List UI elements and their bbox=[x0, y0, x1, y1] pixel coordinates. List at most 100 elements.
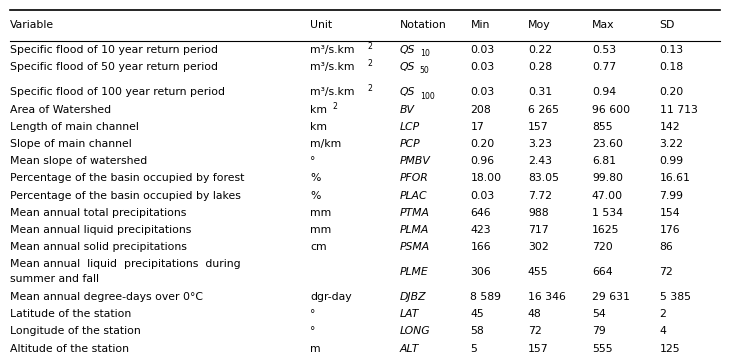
Text: dgr-day: dgr-day bbox=[310, 292, 352, 302]
Text: 555: 555 bbox=[592, 344, 612, 352]
Text: 3.22: 3.22 bbox=[659, 139, 683, 149]
Text: 154: 154 bbox=[659, 208, 680, 218]
Text: 0.77: 0.77 bbox=[592, 62, 616, 72]
Text: Altitude of the station: Altitude of the station bbox=[10, 344, 129, 352]
Text: 23.60: 23.60 bbox=[592, 139, 623, 149]
Text: 0.03: 0.03 bbox=[470, 191, 495, 201]
Text: 646: 646 bbox=[470, 208, 491, 218]
Text: 100: 100 bbox=[420, 92, 434, 101]
Text: 2.43: 2.43 bbox=[528, 156, 552, 166]
Text: m³/s.km: m³/s.km bbox=[310, 45, 355, 55]
Text: Unit: Unit bbox=[310, 20, 333, 30]
Text: PLMA: PLMA bbox=[400, 225, 429, 235]
Text: Slope of main channel: Slope of main channel bbox=[10, 139, 132, 149]
Text: 7.72: 7.72 bbox=[528, 191, 552, 201]
Text: 3.23: 3.23 bbox=[528, 139, 552, 149]
Text: PSMA: PSMA bbox=[400, 242, 430, 252]
Text: 423: 423 bbox=[470, 225, 491, 235]
Text: Moy: Moy bbox=[528, 20, 550, 30]
Text: mm: mm bbox=[310, 225, 331, 235]
Text: 0.03: 0.03 bbox=[470, 62, 495, 72]
Text: summer and fall: summer and fall bbox=[10, 274, 99, 284]
Text: Notation: Notation bbox=[400, 20, 447, 30]
Text: 0.03: 0.03 bbox=[470, 45, 495, 55]
Text: °: ° bbox=[310, 156, 316, 166]
Text: 2: 2 bbox=[368, 59, 372, 68]
Text: °: ° bbox=[310, 326, 316, 337]
Text: 58: 58 bbox=[470, 326, 484, 337]
Text: %: % bbox=[310, 191, 320, 201]
Text: km: km bbox=[310, 122, 328, 132]
Text: %: % bbox=[310, 174, 320, 183]
Text: m³/s.km: m³/s.km bbox=[310, 87, 355, 98]
Text: 0.03: 0.03 bbox=[470, 87, 495, 98]
Text: 72: 72 bbox=[528, 326, 542, 337]
Text: PMBV: PMBV bbox=[400, 156, 431, 166]
Text: BV: BV bbox=[400, 105, 415, 115]
Text: 79: 79 bbox=[592, 326, 606, 337]
Text: Length of main channel: Length of main channel bbox=[10, 122, 139, 132]
Text: °: ° bbox=[310, 309, 316, 319]
Text: km: km bbox=[310, 105, 328, 115]
Text: 1 534: 1 534 bbox=[592, 208, 623, 218]
Text: 1625: 1625 bbox=[592, 225, 619, 235]
Text: 6.81: 6.81 bbox=[592, 156, 616, 166]
Text: 166: 166 bbox=[470, 242, 491, 252]
Text: 5: 5 bbox=[470, 344, 477, 352]
Text: 83.05: 83.05 bbox=[528, 174, 559, 183]
Text: 176: 176 bbox=[659, 225, 680, 235]
Text: PTMA: PTMA bbox=[400, 208, 430, 218]
Text: Area of Watershed: Area of Watershed bbox=[10, 105, 111, 115]
Text: Specific flood of 50 year return period: Specific flood of 50 year return period bbox=[10, 62, 218, 72]
Text: Percentage of the basin occupied by forest: Percentage of the basin occupied by fore… bbox=[10, 174, 245, 183]
Text: 47.00: 47.00 bbox=[592, 191, 623, 201]
Text: Latitude of the station: Latitude of the station bbox=[10, 309, 131, 319]
Text: 10: 10 bbox=[420, 49, 429, 58]
Text: 6 265: 6 265 bbox=[528, 105, 559, 115]
Text: Mean slope of watershed: Mean slope of watershed bbox=[10, 156, 147, 166]
Text: 5 385: 5 385 bbox=[659, 292, 691, 302]
Text: 11 713: 11 713 bbox=[659, 105, 697, 115]
Text: 0.20: 0.20 bbox=[470, 139, 495, 149]
Text: Mean annual solid precipitations: Mean annual solid precipitations bbox=[10, 242, 187, 252]
Text: 0.96: 0.96 bbox=[470, 156, 494, 166]
Text: 17: 17 bbox=[470, 122, 484, 132]
Text: LCP: LCP bbox=[400, 122, 420, 132]
Text: cm: cm bbox=[310, 242, 327, 252]
Text: 96 600: 96 600 bbox=[592, 105, 630, 115]
Text: 7.99: 7.99 bbox=[659, 191, 683, 201]
Text: m: m bbox=[310, 344, 321, 352]
Text: 4: 4 bbox=[659, 326, 666, 337]
Text: QS: QS bbox=[400, 87, 415, 98]
Text: 48: 48 bbox=[528, 309, 542, 319]
Text: PFOR: PFOR bbox=[400, 174, 429, 183]
Text: 0.18: 0.18 bbox=[659, 62, 684, 72]
Text: 0.94: 0.94 bbox=[592, 87, 616, 98]
Text: 18.00: 18.00 bbox=[470, 174, 502, 183]
Text: 2: 2 bbox=[332, 102, 337, 111]
Text: 855: 855 bbox=[592, 122, 612, 132]
Text: ALT: ALT bbox=[400, 344, 419, 352]
Text: mm: mm bbox=[310, 208, 331, 218]
Text: 45: 45 bbox=[470, 309, 484, 319]
Text: Min: Min bbox=[470, 20, 490, 30]
Text: 0.20: 0.20 bbox=[659, 87, 684, 98]
Text: Mean annual degree-days over 0°C: Mean annual degree-days over 0°C bbox=[10, 292, 203, 302]
Text: 125: 125 bbox=[659, 344, 680, 352]
Text: 16.61: 16.61 bbox=[659, 174, 691, 183]
Text: 157: 157 bbox=[528, 122, 548, 132]
Text: Mean annual  liquid  precipitations  during: Mean annual liquid precipitations during bbox=[10, 259, 241, 269]
Text: QS: QS bbox=[400, 45, 415, 55]
Text: 2: 2 bbox=[368, 42, 372, 51]
Text: Specific flood of 10 year return period: Specific flood of 10 year return period bbox=[10, 45, 218, 55]
Text: 99.80: 99.80 bbox=[592, 174, 623, 183]
Text: m³/s.km: m³/s.km bbox=[310, 62, 355, 72]
Text: 0.31: 0.31 bbox=[528, 87, 552, 98]
Text: 8 589: 8 589 bbox=[470, 292, 502, 302]
Text: 54: 54 bbox=[592, 309, 606, 319]
Text: Max: Max bbox=[592, 20, 615, 30]
Text: 0.53: 0.53 bbox=[592, 45, 616, 55]
Text: 50: 50 bbox=[420, 66, 429, 75]
Text: 0.28: 0.28 bbox=[528, 62, 552, 72]
Text: Percentage of the basin occupied by lakes: Percentage of the basin occupied by lake… bbox=[10, 191, 241, 201]
